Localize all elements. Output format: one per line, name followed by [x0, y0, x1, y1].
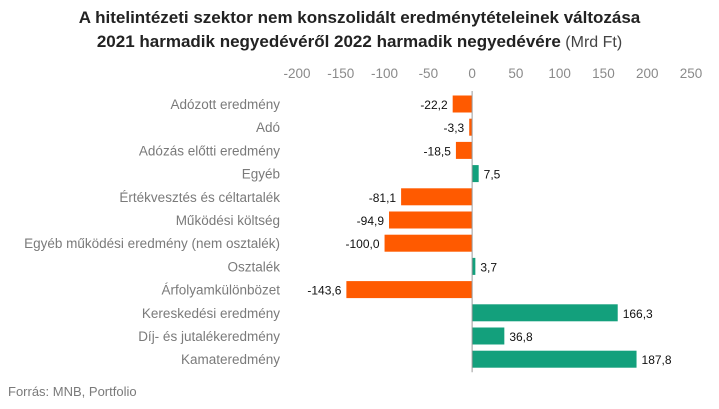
chart-title: A hitelintézeti szektor nem konszolidált… [0, 6, 719, 55]
category-label: Értékvesztés és céltartalék [119, 190, 280, 205]
x-tick-label: 0 [468, 66, 476, 81]
chart-title-line-2: 2021 harmadik negyedévéről 2022 harmadik… [96, 32, 561, 51]
bar [472, 327, 505, 345]
bar [384, 234, 473, 252]
bar [389, 211, 473, 229]
x-tick-label: -150 [327, 66, 354, 81]
bar [472, 165, 479, 183]
x-tick-label: 150 [592, 66, 615, 81]
x-tick-label: 50 [508, 66, 523, 81]
category-label: Egyéb működési eredmény (nem osztalék) [24, 236, 280, 251]
x-tick-label: -50 [419, 66, 439, 81]
bar [455, 141, 473, 159]
data-label: 166,3 [623, 307, 653, 321]
bar [472, 257, 476, 275]
data-label: -18,5 [424, 144, 452, 158]
x-tick-label: 200 [636, 66, 659, 81]
category-label: Díj- és jutalékeredmény [138, 329, 280, 344]
data-label: 3,7 [480, 260, 497, 274]
category-label: Kamateredmény [181, 352, 280, 367]
bar [452, 95, 473, 113]
x-tick-label: 250 [680, 66, 703, 81]
chart-title-unit: (Mrd Ft) [565, 34, 623, 51]
data-label: 7,5 [484, 168, 501, 182]
x-tick-label: -200 [283, 66, 310, 81]
category-label: Adó [256, 120, 280, 135]
x-tick-label: 100 [548, 66, 571, 81]
source-note: Forrás: MNB, Portfolio [8, 384, 137, 399]
bar [472, 350, 637, 368]
category-label: Egyéb [242, 167, 280, 182]
category-label: Osztalék [227, 259, 280, 274]
category-label: Adózott eredmény [170, 97, 280, 112]
bar [472, 304, 618, 322]
chart-title-line-1: A hitelintézeti szektor nem konszolidált… [78, 8, 641, 27]
data-label: -94,9 [357, 214, 385, 228]
category-label: Árfolyamkülönbözet [161, 283, 280, 298]
category-label: Kereskedési eredmény [142, 306, 280, 321]
data-label: -81,1 [369, 191, 397, 205]
bar [346, 281, 473, 299]
data-label: 36,8 [509, 330, 533, 344]
data-label: -22,2 [420, 98, 448, 112]
data-label: -100,0 [346, 237, 380, 251]
data-label: 187,8 [642, 353, 672, 367]
category-label: Működési költség [176, 213, 280, 228]
x-tick-label: -100 [371, 66, 398, 81]
data-label: -143,6 [307, 284, 341, 298]
data-label: -3,3 [444, 121, 465, 135]
bar [401, 188, 473, 206]
bar [469, 118, 473, 136]
category-label: Adózás előtti eredmény [139, 143, 280, 158]
